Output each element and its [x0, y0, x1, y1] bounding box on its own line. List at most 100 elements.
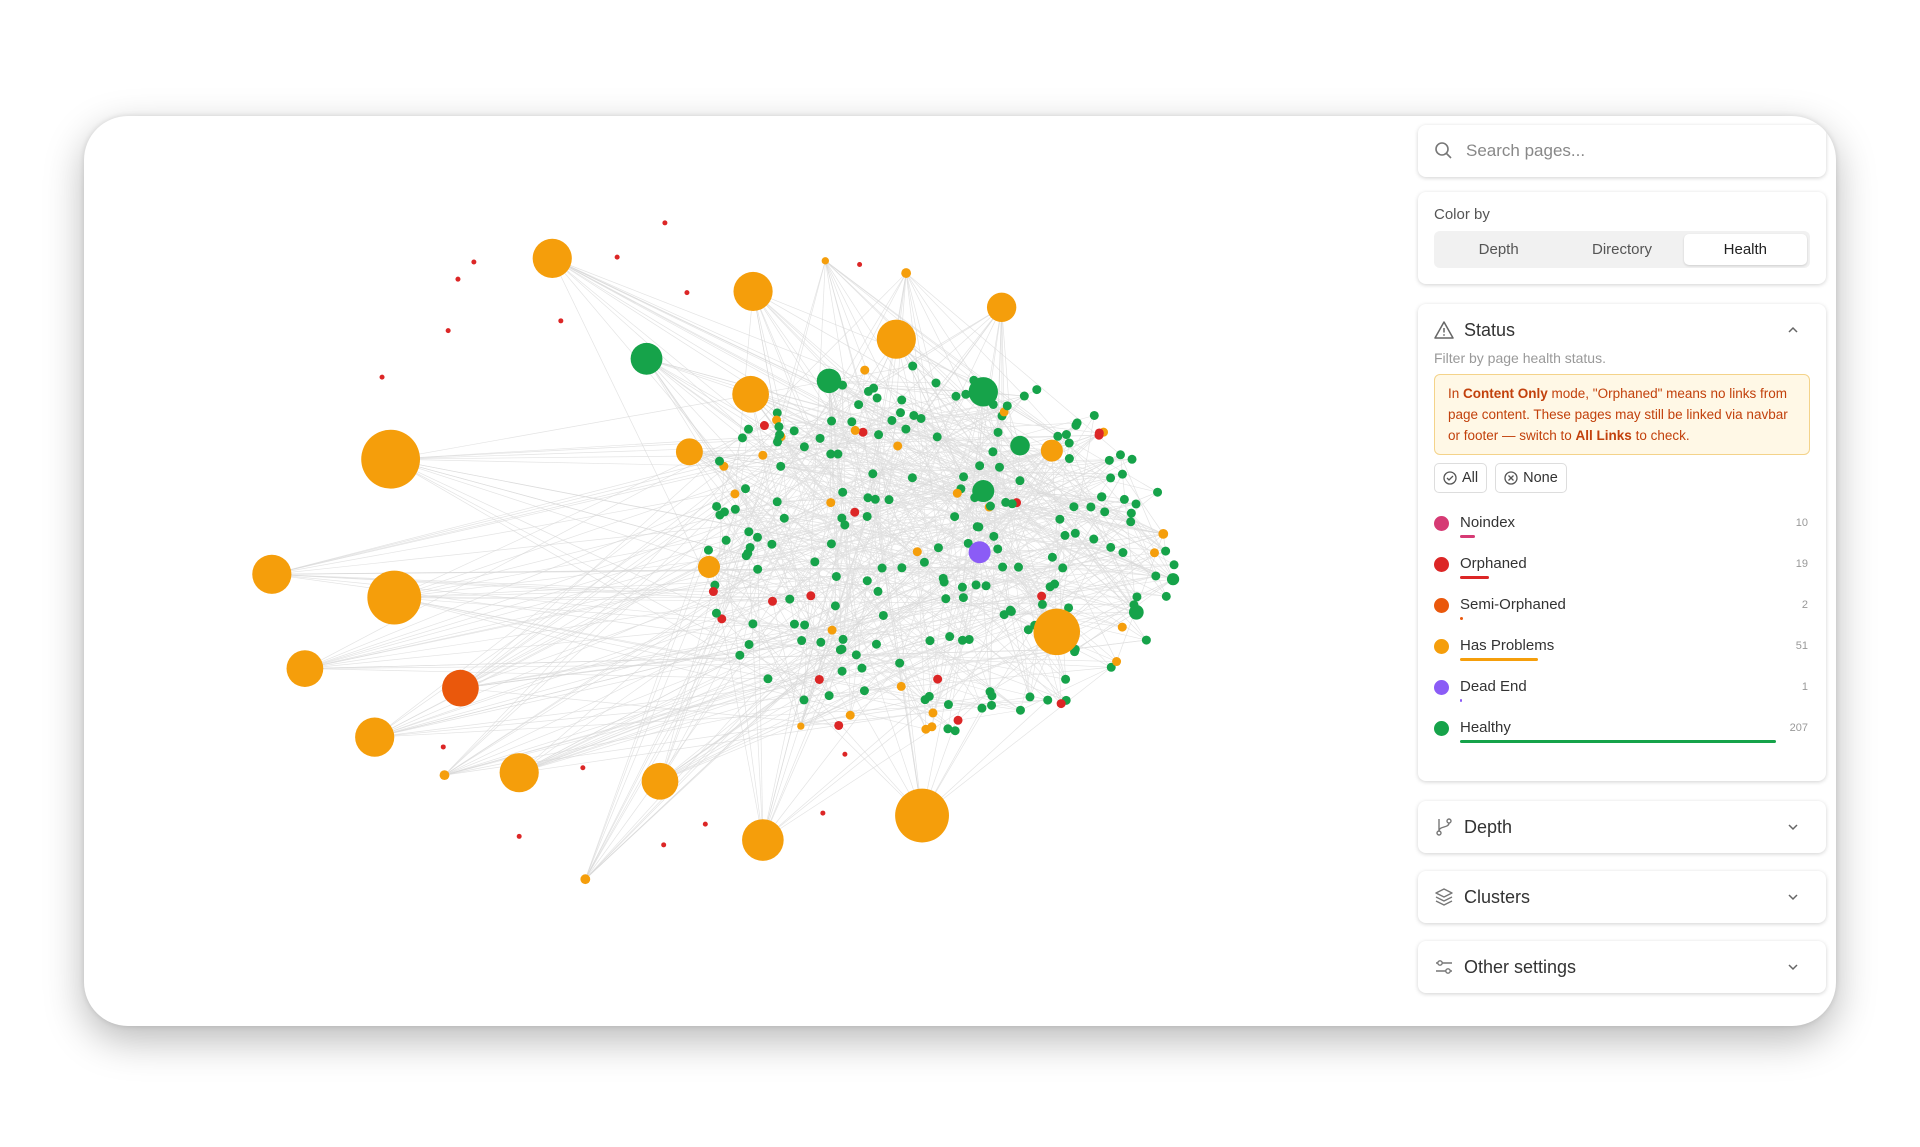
page-node[interactable] — [708, 587, 718, 597]
page-node[interactable] — [1112, 657, 1122, 667]
page-node[interactable] — [850, 425, 860, 435]
search-box[interactable]: Search pages... — [1418, 125, 1826, 177]
page-node[interactable] — [873, 586, 883, 596]
page-node[interactable] — [580, 874, 591, 885]
page-node[interactable] — [367, 570, 422, 625]
page-node[interactable] — [379, 374, 385, 380]
page-node[interactable] — [878, 610, 888, 620]
page-node[interactable] — [863, 493, 873, 503]
page-node[interactable] — [753, 564, 763, 574]
page-node[interactable] — [876, 319, 916, 359]
page-node[interactable] — [986, 292, 1017, 323]
page-node[interactable] — [943, 724, 953, 734]
page-node[interactable] — [893, 441, 903, 451]
page-node[interactable] — [1106, 542, 1116, 552]
page-node[interactable] — [1064, 603, 1074, 613]
page-node[interactable] — [789, 619, 799, 629]
page-node[interactable] — [785, 594, 795, 604]
page-node[interactable] — [471, 259, 477, 265]
page-node[interactable] — [675, 438, 703, 466]
page-node[interactable] — [1015, 476, 1025, 486]
page-node[interactable] — [763, 674, 773, 684]
page-node[interactable] — [840, 520, 850, 530]
page-node[interactable] — [558, 318, 564, 324]
page-node[interactable] — [957, 582, 967, 592]
page-node[interactable] — [1141, 635, 1151, 645]
page-node[interactable] — [711, 608, 721, 618]
page-node[interactable] — [1010, 435, 1030, 456]
page-node[interactable] — [767, 596, 777, 606]
page-node[interactable] — [789, 426, 799, 436]
depth-section[interactable]: Depth — [1418, 801, 1826, 853]
page-node[interactable] — [1131, 499, 1141, 509]
page-node[interactable] — [741, 551, 751, 561]
page-node[interactable] — [897, 563, 907, 573]
page-node[interactable] — [1153, 487, 1163, 497]
page-node[interactable] — [827, 416, 837, 426]
status-item[interactable]: Has Problems 51 — [1418, 630, 1826, 671]
page-node[interactable] — [953, 715, 963, 725]
page-node[interactable] — [950, 726, 960, 736]
page-node[interactable] — [1089, 410, 1099, 420]
page-node[interactable] — [440, 744, 446, 750]
graph-canvas[interactable] — [84, 116, 1414, 1026]
status-item[interactable]: Orphaned 19 — [1418, 548, 1826, 589]
page-node[interactable] — [932, 432, 942, 442]
page-node[interactable] — [833, 449, 843, 459]
page-node[interactable] — [1061, 430, 1071, 440]
page-node[interactable] — [1094, 430, 1104, 440]
page-node[interactable] — [837, 666, 847, 676]
page-node[interactable] — [614, 254, 620, 260]
page-node[interactable] — [714, 456, 724, 466]
page-node[interactable] — [1053, 431, 1063, 441]
page-node[interactable] — [730, 504, 740, 514]
page-node[interactable] — [858, 427, 868, 437]
page-node[interactable] — [988, 447, 998, 457]
page-node[interactable] — [775, 430, 785, 440]
page-node[interactable] — [1086, 502, 1096, 512]
page-node[interactable] — [862, 511, 872, 521]
page-node[interactable] — [1128, 604, 1144, 620]
page-node[interactable] — [826, 449, 836, 459]
page-node[interactable] — [821, 257, 829, 265]
page-node[interactable] — [925, 636, 935, 646]
page-node[interactable] — [442, 669, 479, 707]
page-node[interactable] — [838, 487, 848, 497]
page-node[interactable] — [1001, 497, 1011, 507]
page-node[interactable] — [961, 389, 971, 399]
page-node[interactable] — [1151, 571, 1161, 581]
page-node[interactable] — [816, 368, 842, 394]
page-node[interactable] — [860, 365, 870, 375]
page-node[interactable] — [831, 571, 841, 581]
page-node[interactable] — [868, 469, 878, 479]
page-node[interactable] — [968, 377, 998, 407]
color-by-option[interactable]: Depth — [1478, 241, 1519, 258]
page-node[interactable] — [977, 703, 987, 713]
page-node[interactable] — [1106, 662, 1116, 672]
page-node[interactable] — [721, 535, 731, 545]
page-node[interactable] — [1043, 695, 1053, 705]
page-node[interactable] — [779, 513, 789, 523]
page-node[interactable] — [1023, 625, 1033, 635]
page-node[interactable] — [744, 424, 754, 434]
page-node[interactable] — [912, 547, 922, 557]
page-node[interactable] — [916, 413, 926, 423]
page-node[interactable] — [981, 581, 991, 591]
page-node[interactable] — [1040, 439, 1063, 462]
page-node[interactable] — [985, 687, 995, 697]
page-node[interactable] — [845, 710, 855, 720]
page-node[interactable] — [968, 541, 991, 564]
page-node[interactable] — [842, 751, 848, 757]
page-node[interactable] — [958, 593, 968, 603]
page-node[interactable] — [1161, 591, 1171, 601]
select-all-button[interactable]: All — [1434, 463, 1488, 493]
page-node[interactable] — [697, 555, 721, 578]
page-node[interactable] — [732, 375, 769, 413]
page-node[interactable] — [931, 378, 941, 388]
page-node[interactable] — [799, 442, 809, 452]
page-node[interactable] — [744, 527, 754, 537]
page-node[interactable] — [1119, 494, 1129, 504]
page-node[interactable] — [957, 635, 967, 645]
page-node[interactable] — [851, 650, 861, 660]
page-node[interactable] — [837, 513, 847, 523]
